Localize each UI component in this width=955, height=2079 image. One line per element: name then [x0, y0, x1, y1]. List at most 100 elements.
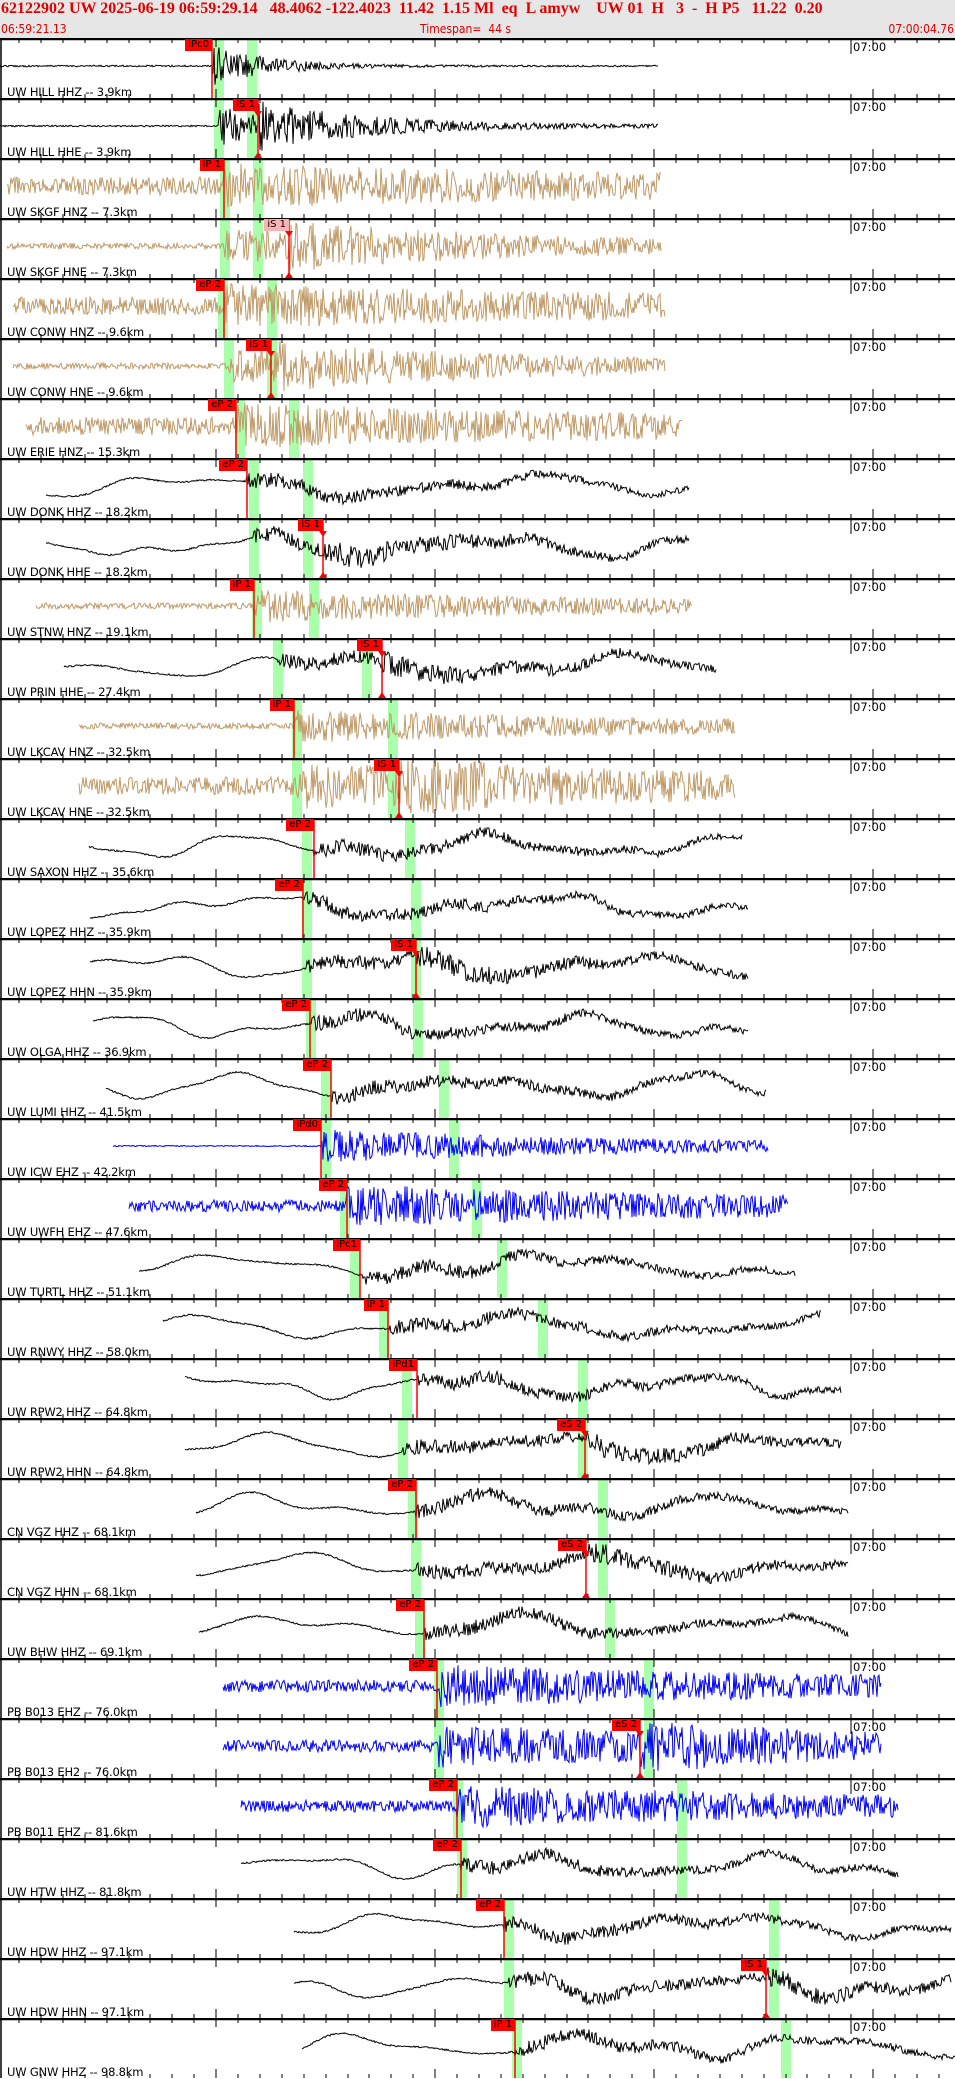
trace-panel[interactable]: eP 2 PB B013 EHZ -- 76.0km 07:00	[0, 1658, 955, 1719]
pick-label[interactable]: eS 2	[611, 1719, 640, 1731]
end-time: 07:00:04.76	[888, 22, 954, 36]
trace-panel[interactable]: eP 2 UW LOPEZ HHZ -- 35.9km 07:00	[0, 878, 955, 939]
pick-label[interactable]: eP 2	[409, 1659, 437, 1671]
trace-panel[interactable]: eP 2 UW SAXON HHZ -- 35.6km 07:00	[0, 818, 955, 879]
phase-window	[405, 818, 415, 878]
station-label: UW CONW HNZ -- 9.6km	[7, 325, 145, 339]
trace-panel[interactable]: eP 2 UW LUMI HHZ -- 41.5km 07:00	[0, 1058, 955, 1119]
trace-plot	[0, 158, 955, 218]
trace-panel[interactable]: eP 2 UW CONW HNZ -- 9.6km 07:00	[0, 278, 955, 339]
trace-panel[interactable]: iPd0 UW ICW EHZ -- 42.2km 07:00	[0, 1118, 955, 1179]
trace-panel[interactable]: iS 1 UW DONK HHE -- 18.2km 07:00	[0, 518, 955, 579]
station-label: UW STNW HNZ -- 19.1km	[7, 625, 149, 639]
trace-panel[interactable]: iP 1 UW RNWY HHZ -- 58.0km 07:00	[0, 1298, 955, 1359]
pick-label[interactable]: iS 1	[391, 939, 416, 951]
pick-label[interactable]: iS 1	[357, 639, 382, 651]
trace-plot	[0, 1958, 955, 2018]
trace-panel[interactable]: eS 2 PB B013 EH2 -- 76.0km 07:00	[0, 1718, 955, 1779]
pick-label[interactable]: eS 2	[557, 1539, 586, 1551]
trace-panel[interactable]: eP 2 UW DONK HHZ -- 18.2km 07:00	[0, 458, 955, 519]
pick-label[interactable]: iS 1	[233, 99, 258, 111]
trace-panel[interactable]: eP 2 UW UWFH EHZ -- 47.6km 07:00	[0, 1178, 955, 1239]
pick-label[interactable]: iS 1	[246, 339, 271, 351]
pick-label[interactable]: eP 2	[476, 1899, 504, 1911]
phase-window	[402, 1358, 412, 1418]
station-label: PB B013 EHZ -- 76.0km	[7, 1705, 138, 1719]
seismogram-trace	[88, 826, 743, 863]
minute-marker-label: 07:00	[853, 1600, 887, 1614]
pick-label[interactable]: iP 1	[199, 159, 224, 171]
pick-label[interactable]: iS 1	[374, 759, 399, 771]
trace-plot	[0, 98, 955, 158]
trace-panel[interactable]: iPd1 UW RPW2 HHZ -- 64.8km 07:00	[0, 1358, 955, 1419]
pick-label[interactable]: eP 2	[319, 1179, 347, 1191]
pick-label[interactable]: iS 1	[264, 219, 289, 231]
trace-panel[interactable]: iP 1 UW STNW HNZ -- 19.1km 07:00	[0, 578, 955, 639]
pick-label[interactable]: eS 2	[556, 1419, 585, 1431]
pick-label[interactable]: eP 2	[303, 1059, 331, 1071]
seismogram-trace	[25, 403, 683, 448]
trace-panel[interactable]: iS 1 UW CONW HNE -- 9.6km 07:00	[0, 338, 955, 399]
phase-window	[413, 998, 423, 1058]
trace-panel[interactable]: iP 1 UW SKGF HNZ -- 7.3km 07:00	[0, 158, 955, 219]
seismogram-trace	[198, 1606, 849, 1640]
phase-window	[220, 158, 230, 218]
phase-window	[408, 1478, 418, 1538]
trace-panel[interactable]: iP 1 UW LKCAV HNZ -- 32.5km 07:00	[0, 698, 955, 759]
trace-panel[interactable]: eP 2 UW OLGA HHZ -- 36.9km 07:00	[0, 998, 955, 1059]
trace-panel[interactable]: iPc1 UW TURTL HHZ -- 51.1km 07:00	[0, 1238, 955, 1299]
phase-window	[267, 338, 277, 398]
pick-uncertainty-marker	[581, 1472, 589, 1478]
trace-plot	[0, 398, 955, 458]
pick-label[interactable]: iPd0	[293, 1119, 321, 1131]
trace-plot	[0, 518, 955, 578]
trace-panel[interactable]: eP 2 PB B011 EHZ -- 81.6km 07:00	[0, 1778, 955, 1839]
trace-plot	[0, 458, 955, 518]
trace-panel[interactable]: eP 2 UW BHW HHZ -- 69.1km 07:00	[0, 1598, 955, 1659]
phase-window	[434, 1718, 444, 1778]
pick-label[interactable]: eP 2	[429, 1779, 457, 1791]
trace-panel[interactable]: iS 1 UW LOPEZ HHN -- 35.9km 07:00	[0, 938, 955, 999]
trace-panel[interactable]: iS 1 UW HILL HHE -- 3.9km 07:00	[0, 98, 955, 159]
pick-label[interactable]: eP 2	[196, 279, 224, 291]
trace-plot	[0, 818, 955, 878]
pick-label[interactable]: iPc1	[333, 1239, 360, 1251]
pick-label[interactable]: eP 2	[219, 459, 247, 471]
pick-label[interactable]: iS 1	[298, 519, 323, 531]
pick-label[interactable]: iP 1	[269, 699, 294, 711]
phase-window	[249, 458, 259, 518]
pick-label[interactable]: eP 2	[282, 999, 310, 1011]
pick-uncertainty-marker	[395, 771, 403, 777]
phase-window	[769, 1898, 779, 1958]
trace-panel[interactable]: eS 2 UW RPW2 HHN -- 64.8km 07:00	[0, 1418, 955, 1479]
trace-panel[interactable]: iS 1 UW HDW HHN -- 97.1km 07:00	[0, 1958, 955, 2019]
waveform-panels: iPc0 UW HILL HHZ -- 3.9km 07:00 iS 1 UW HILL…	[0, 38, 955, 2079]
trace-panel[interactable]: eP 2 CN VGZ HHZ -- 68.1km 07:00	[0, 1478, 955, 1539]
trace-panel[interactable]: iPc0 UW HILL HHZ -- 3.9km 07:00	[0, 38, 955, 99]
pick-label[interactable]: eP 2	[286, 819, 314, 831]
trace-panel[interactable]: eP 2 UW HTW HHZ -- 81.8km 07:00	[0, 1838, 955, 1899]
pick-label[interactable]: iPc0	[185, 39, 212, 51]
trace-panel[interactable]: iS 1 UW LKCAV HNE -- 32.5km 07:00	[0, 758, 955, 819]
pick-label[interactable]: iP 1	[229, 579, 254, 591]
pick-label[interactable]: eP 2	[388, 1479, 416, 1491]
trace-panel[interactable]: iS 1 UW SKGF HNE -- 7.3km 07:00	[0, 218, 955, 279]
pick-label[interactable]: eP 2	[433, 1839, 461, 1851]
trace-panel[interactable]: eP 2 UW ERIE HNZ -- 15.3km 07:00	[0, 398, 955, 459]
minute-marker-label: 07:00	[853, 760, 887, 774]
trace-panel[interactable]: eP 2 UW HDW HHZ -- 97.1km 07:00	[0, 1898, 955, 1959]
pick-label[interactable]: iPd1	[389, 1359, 417, 1371]
pick-label[interactable]: eP 2	[396, 1599, 424, 1611]
pick-label[interactable]: iS 1	[741, 1959, 766, 1971]
trace-panel[interactable]: iP 1 UW GNW HHZ -- 98.8km 07:00	[0, 2018, 955, 2079]
minute-marker-label: 07:00	[853, 940, 887, 954]
pick-label[interactable]: eP 2	[275, 879, 303, 891]
pick-label[interactable]: iP 1	[490, 2019, 515, 2031]
station-label: UW RNWY HHZ -- 58.0km	[7, 1345, 150, 1359]
seismogram-trace	[301, 2028, 955, 2064]
pick-label[interactable]: iP 1	[363, 1299, 388, 1311]
minute-marker-label: 07:00	[853, 100, 887, 114]
trace-panel[interactable]: eS 2 CN VGZ HHN -- 68.1km 07:00	[0, 1538, 955, 1599]
trace-panel[interactable]: iS 1 UW PRIN HHE -- 27.4km 07:00	[0, 638, 955, 699]
pick-label[interactable]: eP 2	[208, 399, 236, 411]
